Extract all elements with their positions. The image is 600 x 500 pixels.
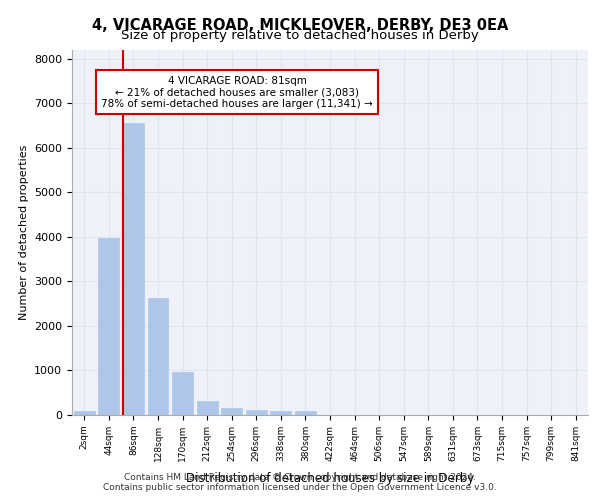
Bar [197, 401, 218, 415]
Bar [246, 410, 267, 415]
X-axis label: Distribution of detached houses by size in Derby: Distribution of detached houses by size … [186, 472, 474, 485]
Bar [172, 372, 193, 415]
Text: Contains HM Land Registry data © Crown copyright and database right 2024.
Contai: Contains HM Land Registry data © Crown c… [103, 473, 497, 492]
Bar [74, 412, 95, 415]
Bar [221, 408, 242, 415]
Bar [98, 238, 119, 415]
Bar [271, 412, 292, 415]
Text: 4 VICARAGE ROAD: 81sqm
← 21% of detached houses are smaller (3,083)
78% of semi-: 4 VICARAGE ROAD: 81sqm ← 21% of detached… [101, 76, 373, 108]
Bar [123, 122, 144, 415]
Bar [148, 298, 169, 415]
Text: Size of property relative to detached houses in Derby: Size of property relative to detached ho… [121, 29, 479, 42]
Text: 4, VICARAGE ROAD, MICKLEOVER, DERBY, DE3 0EA: 4, VICARAGE ROAD, MICKLEOVER, DERBY, DE3… [92, 18, 508, 32]
Bar [295, 412, 316, 415]
Y-axis label: Number of detached properties: Number of detached properties [19, 145, 29, 320]
